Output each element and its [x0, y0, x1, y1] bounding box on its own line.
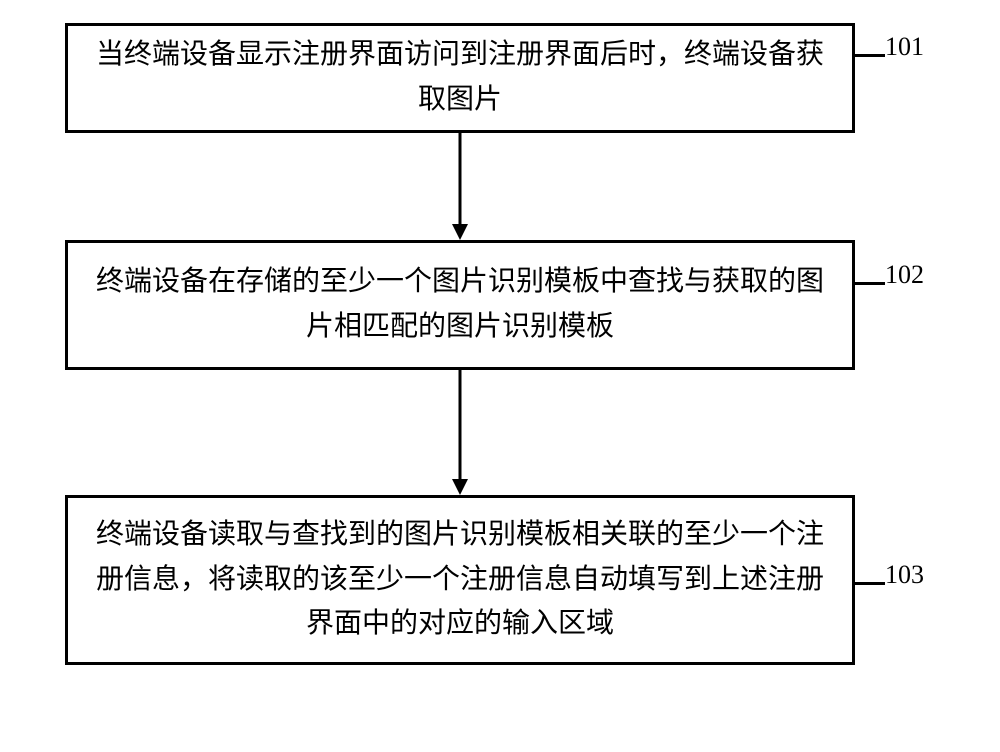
flowchart-canvas: 当终端设备显示注册界面访问到注册界面后时，终端设备获取图片 101 终端设备在存…	[0, 0, 1000, 752]
flow-node-103-text: 终端设备读取与查找到的图片识别模板相关联的至少一个注册信息，将读取的该至少一个注…	[88, 513, 832, 647]
flow-node-102-text: 终端设备在存储的至少一个图片识别模板中查找与获取的图片相匹配的图片识别模板	[88, 260, 832, 350]
flow-node-101-label: 101	[885, 32, 924, 62]
flow-node-103-label: 103	[885, 560, 924, 590]
edge-102-103	[452, 370, 468, 495]
tick-103	[855, 582, 885, 585]
flow-node-102-label: 102	[885, 260, 924, 290]
flow-node-102: 终端设备在存储的至少一个图片识别模板中查找与获取的图片相匹配的图片识别模板	[65, 240, 855, 370]
flow-node-101-text: 当终端设备显示注册界面访问到注册界面后时，终端设备获取图片	[88, 33, 832, 123]
tick-101	[855, 54, 885, 57]
flow-node-103: 终端设备读取与查找到的图片识别模板相关联的至少一个注册信息，将读取的该至少一个注…	[65, 495, 855, 665]
edge-101-102	[452, 133, 468, 240]
flow-node-101: 当终端设备显示注册界面访问到注册界面后时，终端设备获取图片	[65, 23, 855, 133]
tick-102	[855, 282, 885, 285]
